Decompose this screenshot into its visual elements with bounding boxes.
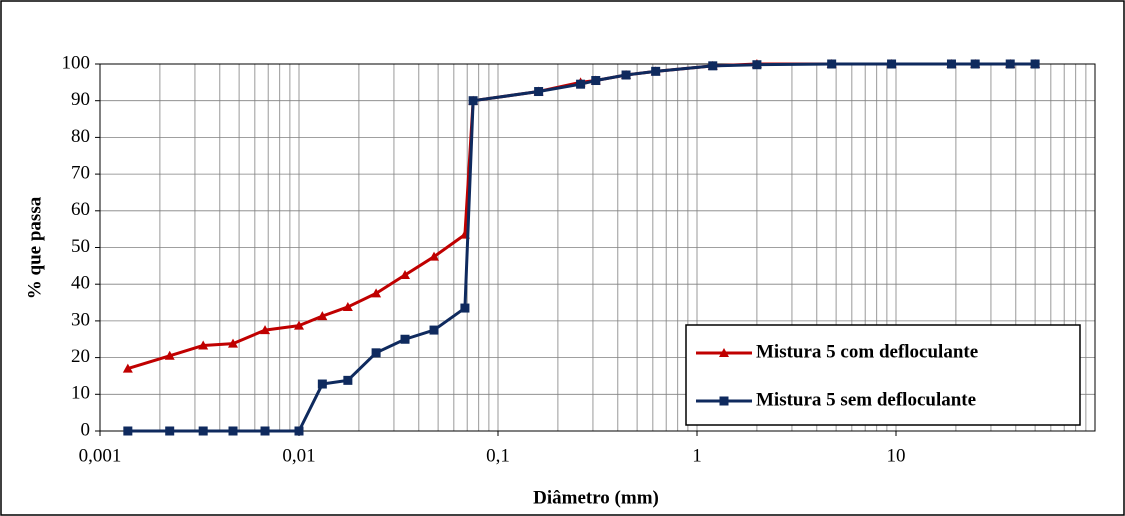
- x-tick-label: 0,001: [79, 445, 122, 466]
- marker: [371, 288, 382, 298]
- marker: [1030, 59, 1040, 69]
- marker: [576, 79, 586, 89]
- marker: [719, 348, 729, 357]
- y-tick-label: 70: [71, 162, 90, 183]
- y-tick-label: 100: [62, 52, 91, 73]
- marker: [123, 426, 133, 436]
- y-tick-label: 20: [71, 346, 90, 367]
- marker: [198, 426, 208, 436]
- marker: [342, 301, 353, 311]
- marker: [429, 325, 439, 335]
- marker: [317, 379, 327, 389]
- legend-label: Mistura 5 sem defloculante: [756, 389, 976, 410]
- marker: [122, 363, 133, 373]
- x-tick-label: 0,1: [486, 445, 510, 466]
- marker: [621, 70, 631, 80]
- marker: [1005, 59, 1015, 69]
- legend-label: Mistura 5 com defloculante: [756, 341, 978, 362]
- marker: [887, 59, 897, 69]
- marker: [400, 270, 411, 280]
- legend-box: [685, 324, 1081, 426]
- marker: [719, 396, 729, 406]
- marker: [343, 375, 353, 385]
- plot-border: [99, 63, 1096, 432]
- series-line: [127, 62, 1036, 433]
- marker: [371, 348, 381, 358]
- marker: [651, 66, 661, 76]
- y-tick-label: 30: [71, 309, 90, 330]
- marker: [228, 426, 238, 436]
- marker: [228, 338, 239, 348]
- y-axis-label: % que passa: [24, 196, 45, 299]
- marker: [294, 426, 304, 436]
- marker: [317, 311, 328, 321]
- marker: [400, 334, 410, 344]
- x-axis-label: Diâmetro (mm): [533, 487, 659, 508]
- marker: [708, 61, 718, 71]
- x-tick-label: 1: [692, 445, 702, 466]
- y-tick-label: 40: [71, 273, 90, 294]
- marker: [429, 251, 440, 261]
- marker: [460, 303, 470, 313]
- marker: [970, 59, 980, 69]
- marker: [294, 320, 304, 330]
- marker: [591, 76, 601, 86]
- marker: [198, 340, 209, 350]
- marker: [946, 59, 956, 69]
- marker: [534, 87, 544, 97]
- marker: [260, 325, 271, 335]
- y-tick-label: 50: [71, 236, 90, 257]
- marker: [165, 426, 175, 436]
- marker: [164, 350, 175, 360]
- marker: [752, 60, 762, 70]
- marker: [827, 59, 837, 69]
- y-tick-label: 80: [71, 126, 90, 147]
- y-tick-label: 90: [71, 89, 90, 110]
- x-tick-label: 10: [887, 445, 906, 466]
- x-tick-label: 0,01: [282, 445, 315, 466]
- y-tick-label: 10: [71, 383, 90, 404]
- marker: [468, 96, 478, 106]
- marker: [260, 426, 270, 436]
- y-tick-label: 60: [71, 199, 90, 220]
- y-tick-label: 0: [81, 419, 91, 440]
